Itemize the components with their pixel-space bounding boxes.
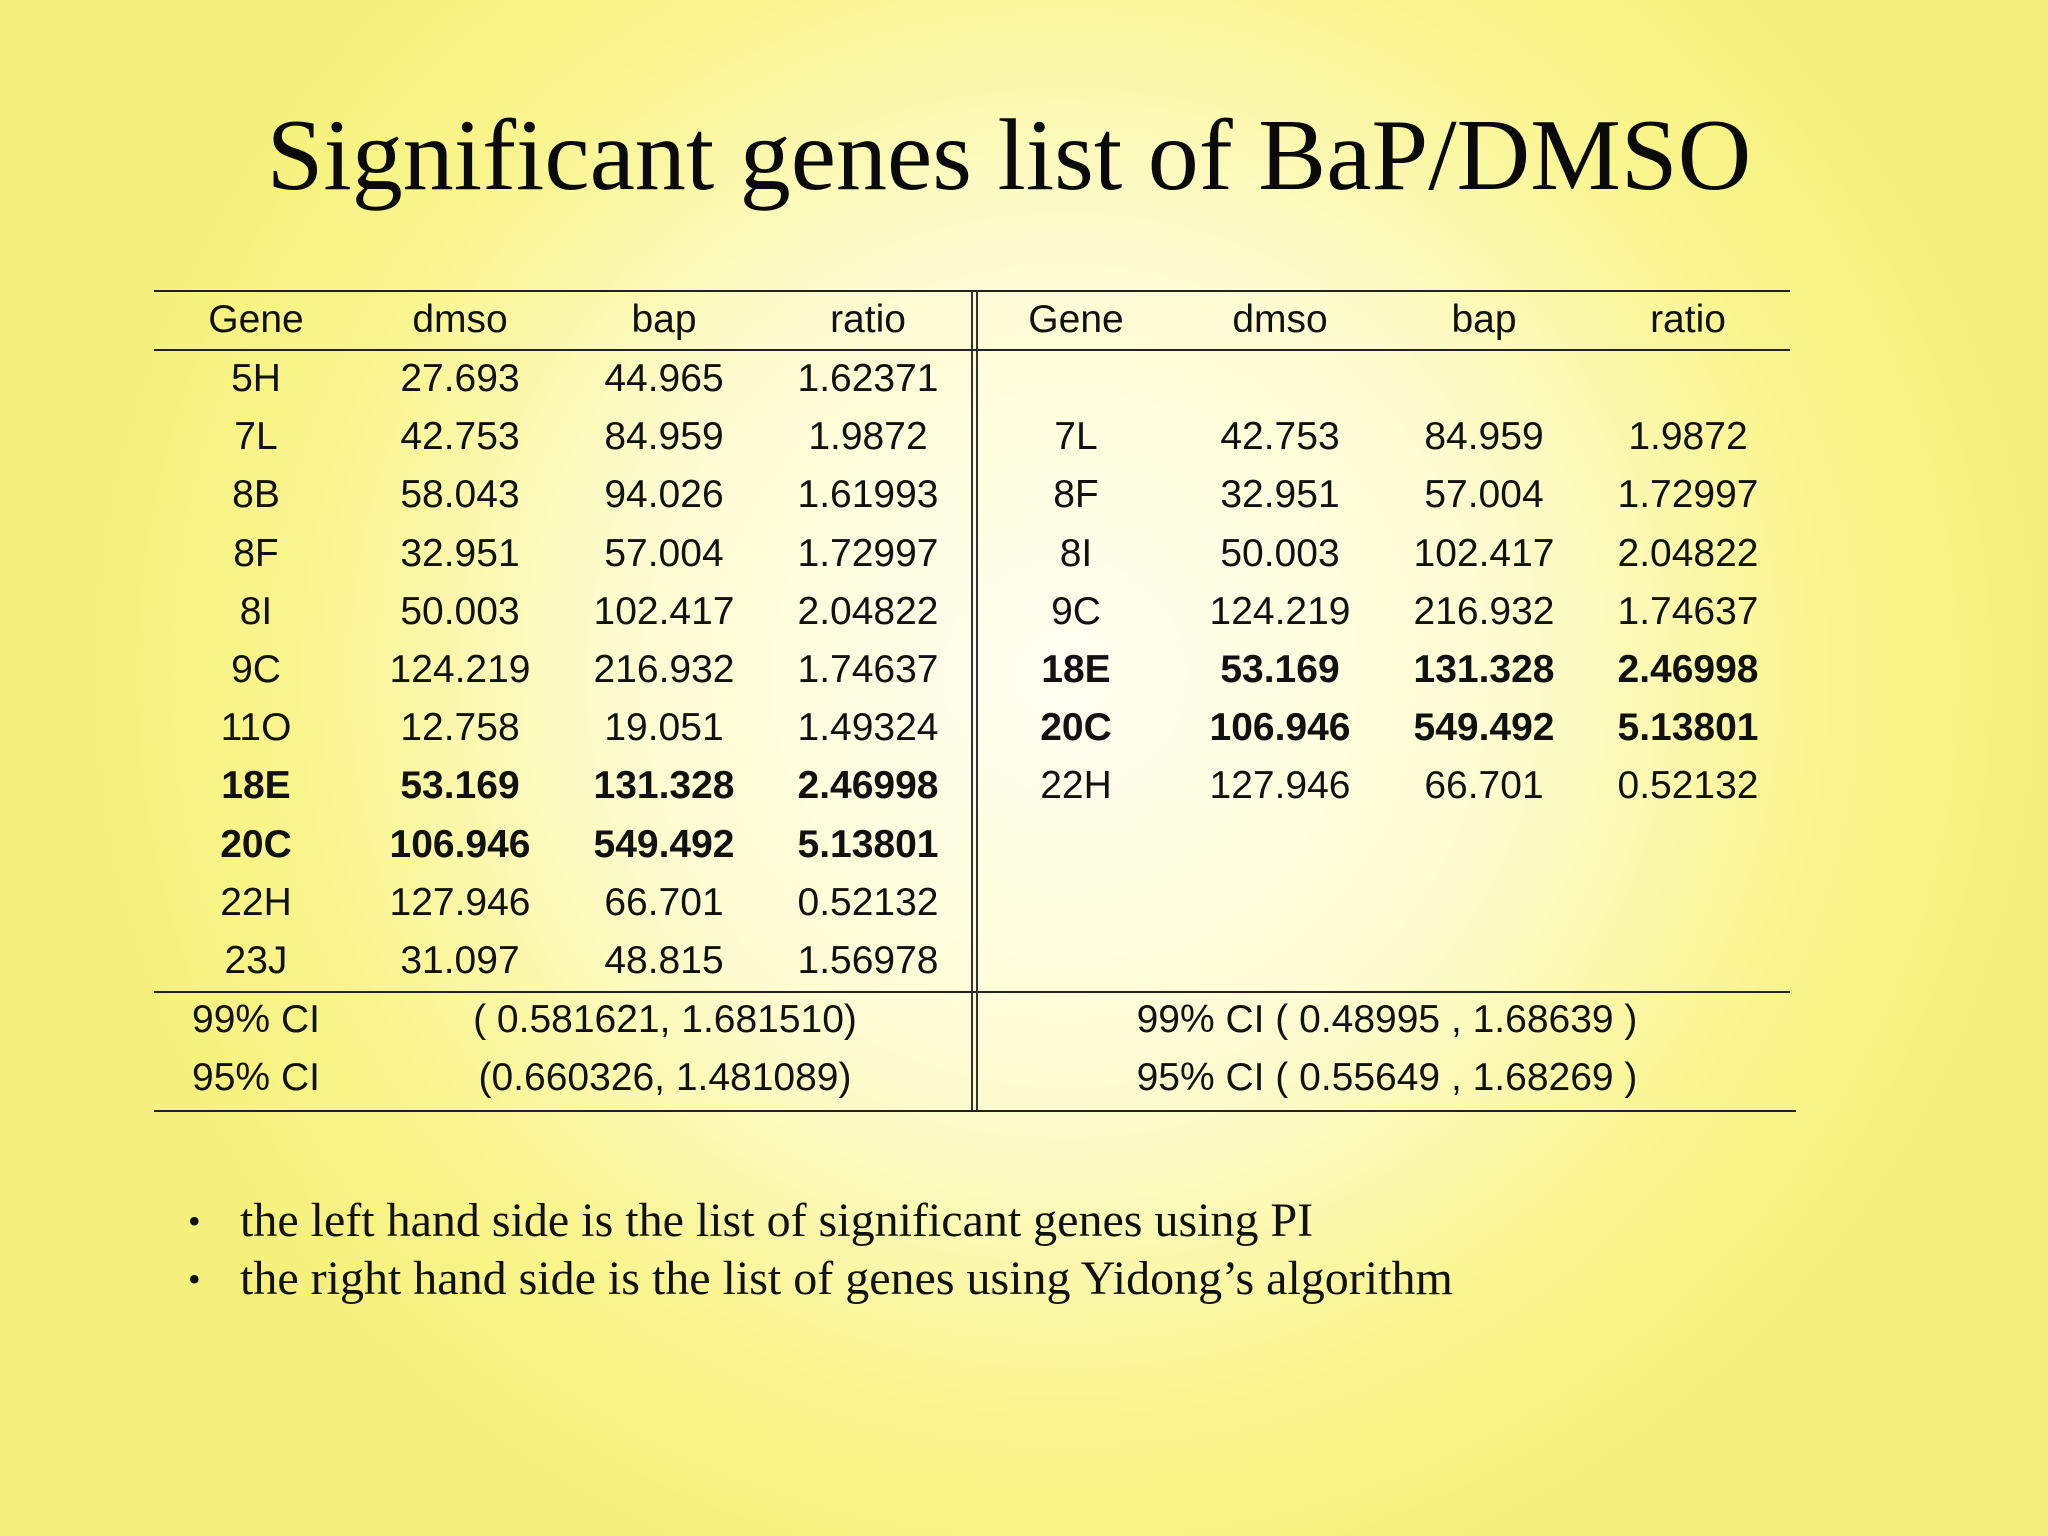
right-header-gene: Gene (1028, 298, 1124, 341)
right-cell-dmso: 42.753 (1220, 415, 1340, 459)
left-cell-gene: 11O (220, 706, 292, 750)
left-header-ratio: ratio (830, 298, 906, 341)
left-cell-gene: 8I (239, 589, 273, 633)
gene-table: 99% CI ( 0.581621, 1.681510) 95% CI (0.6… (154, 290, 1796, 1112)
left-cell-dmso: 58.043 (400, 473, 520, 517)
left-cell-ratio: 1.61993 (797, 473, 939, 517)
right-cell-bap: 66.701 (1424, 764, 1544, 808)
left-cell-dmso: 50.003 (400, 589, 520, 633)
left-header-bap: bap (631, 298, 697, 341)
left-cell-bap: 48.815 (604, 939, 724, 982)
right-cell-dmso: 32.951 (1220, 473, 1340, 517)
left-cell-bap: 216.932 (593, 648, 735, 691)
right-cell-dmso: 50.003 (1220, 531, 1340, 575)
right-cell-bap: 131.328 (1413, 648, 1555, 691)
left-cell-dmso: 27.693 (400, 357, 520, 400)
right-cell-bap: 549.492 (1413, 706, 1555, 750)
right-cell-gene: 20C (1040, 706, 1112, 750)
bullet-icon: • (188, 1259, 201, 1299)
left-cell-gene: 8B (232, 473, 280, 517)
left-cell-dmso: 53.169 (400, 764, 520, 808)
left-cell-gene: 8F (233, 531, 279, 575)
left-cell-dmso: 32.951 (400, 531, 520, 575)
slide-title: Significant genes list of BaP/DMSO (266, 99, 1752, 212)
left-cell-bap: 44.965 (604, 357, 724, 400)
left-cell-gene: 5H (231, 357, 281, 400)
left-cell-dmso: 124.219 (389, 648, 531, 691)
left-cell-bap: 19.051 (604, 706, 724, 750)
left-cell-dmso: 127.946 (389, 880, 531, 924)
left-cell-ratio: 1.49324 (797, 706, 939, 750)
left-cell-dmso: 106.946 (389, 822, 531, 866)
left-cell-ratio: 1.9872 (808, 415, 928, 459)
right-cell-bap: 216.932 (1413, 589, 1555, 633)
left-cell-bap: 57.004 (604, 531, 724, 575)
right-cell-ratio: 0.52132 (1617, 764, 1759, 808)
bullet-item: • the left hand side is the list of sign… (184, 1192, 1884, 1250)
left-cell-ratio: 0.52132 (797, 880, 939, 924)
left-cell-ratio: 1.74637 (797, 648, 939, 691)
right-cell-gene: 8I (1059, 531, 1093, 575)
left-cell-dmso: 12.758 (400, 706, 520, 750)
right-cell-gene: 8F (1053, 473, 1099, 517)
left-cell-ratio: 1.56978 (797, 939, 939, 982)
left-cell-bap: 66.701 (604, 880, 724, 924)
right-cell-gene: 7L (1054, 415, 1098, 459)
right-cell-ratio: 2.46998 (1617, 648, 1759, 691)
left-cell-dmso: 42.753 (400, 415, 520, 459)
left-ci95-label: 95% CI (192, 1056, 320, 1099)
bullet-icon: • (188, 1201, 201, 1241)
right-cell-dmso: 124.219 (1209, 589, 1351, 633)
right-cell-dmso: 53.169 (1220, 648, 1340, 691)
left-ci99-label: 99% CI (192, 998, 320, 1041)
left-ci95-value: (0.660326, 1.481089) (478, 1056, 852, 1099)
bullet-item: • the right hand side is the list of gen… (184, 1250, 1884, 1308)
left-cell-gene: 23J (224, 939, 288, 982)
right-cell-gene: 22H (1040, 764, 1112, 808)
left-cell-ratio: 2.04822 (797, 589, 939, 633)
table-bottom-rule (154, 1110, 1796, 1112)
left-header-dmso: dmso (412, 298, 508, 341)
right-header-dmso: dmso (1232, 298, 1328, 341)
left-cell-gene: 20C (220, 822, 292, 866)
right-ci95: 95% CI ( 0.55649 , 1.68269 ) (1136, 1056, 1638, 1099)
right-ci99: 99% CI ( 0.48995 , 1.68639 ) (1136, 998, 1638, 1041)
left-cell-bap: 84.959 (604, 415, 724, 459)
left-cell-bap: 131.328 (593, 764, 735, 808)
right-cell-ratio: 1.74637 (1617, 589, 1759, 633)
right-cell-bap: 102.417 (1413, 531, 1555, 575)
left-cell-ratio: 2.46998 (797, 764, 939, 808)
right-header-ratio: ratio (1650, 298, 1726, 341)
left-cell-dmso: 31.097 (400, 939, 520, 982)
left-cell-ratio: 5.13801 (797, 822, 939, 866)
right-header-bap: bap (1451, 298, 1517, 341)
right-cell-ratio: 1.72997 (1617, 473, 1759, 517)
right-cell-ratio: 2.04822 (1617, 531, 1759, 575)
right-cell-dmso: 106.946 (1209, 706, 1351, 750)
right-cell-ratio: 1.9872 (1628, 415, 1748, 459)
bullet-list: • the left hand side is the list of sign… (184, 1192, 1884, 1308)
left-cell-ratio: 1.62371 (797, 357, 939, 400)
left-cell-gene: 18E (221, 764, 291, 808)
left-cell-gene: 7L (234, 415, 278, 459)
left-cell-gene: 22H (220, 880, 292, 924)
bullet-text: the left hand side is the list of signif… (240, 1194, 1314, 1247)
bullet-text: the right hand side is the list of genes… (240, 1252, 1453, 1305)
right-cell-gene: 9C (1051, 589, 1101, 633)
left-cell-bap: 94.026 (604, 473, 724, 517)
left-header-gene: Gene (208, 298, 304, 341)
left-cell-bap: 549.492 (593, 822, 735, 866)
right-cell-bap: 84.959 (1424, 415, 1544, 459)
right-cell-dmso: 127.946 (1209, 764, 1351, 808)
right-cell-gene: 18E (1041, 648, 1111, 691)
column-divider (971, 290, 973, 1110)
right-cell-bap: 57.004 (1424, 473, 1544, 517)
left-cell-gene: 9C (231, 648, 281, 691)
left-ci99-value: ( 0.581621, 1.681510) (473, 998, 857, 1041)
column-divider-inner (976, 290, 978, 1110)
left-cell-ratio: 1.72997 (797, 531, 939, 575)
right-cell-ratio: 5.13801 (1617, 706, 1759, 750)
left-cell-bap: 102.417 (593, 589, 735, 633)
